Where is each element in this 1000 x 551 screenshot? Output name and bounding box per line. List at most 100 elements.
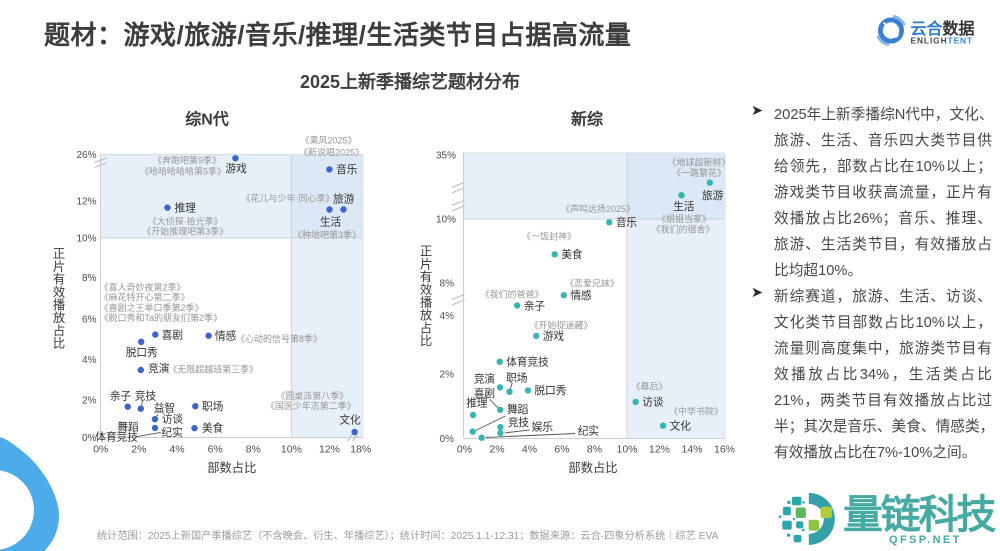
svg-text:职场: 职场 — [506, 371, 528, 385]
svg-text:亲子: 亲子 — [110, 389, 132, 403]
svg-text:访谈: 访谈 — [642, 396, 664, 409]
svg-text:体育竞技: 体育竞技 — [506, 355, 549, 369]
svg-text:2%: 2% — [489, 444, 504, 456]
svg-text:竞演: 竞演 — [474, 371, 496, 385]
svg-text:竞演: 竞演 — [148, 361, 170, 375]
svg-text:《姐姐当家》: 《姐姐当家》 — [657, 213, 711, 224]
svg-text:12%: 12% — [319, 444, 340, 456]
svg-text:18%: 18% — [350, 444, 371, 456]
svg-text:《无限超越班第三季》: 《无限超越班第三季》 — [168, 363, 258, 374]
svg-text:《种地吧第3季》: 《种地吧第3季》 — [293, 229, 361, 240]
svg-text:《声鸣远扬2025》: 《声鸣远扬2025》 — [561, 203, 635, 214]
svg-text:6%: 6% — [208, 444, 223, 456]
svg-text:《奔跑吧第9季》: 《奔跑吧第9季》 — [153, 155, 221, 166]
svg-text:旅游: 旅游 — [702, 188, 724, 202]
svg-text:35%: 35% — [436, 150, 456, 161]
svg-text:亲子: 亲子 — [524, 298, 546, 312]
svg-text:竞技: 竞技 — [135, 389, 157, 403]
svg-text:美食: 美食 — [561, 247, 583, 261]
svg-text:ENLIGHTENT: ENLIGHTENT — [911, 36, 974, 46]
svg-text:游戏: 游戏 — [543, 330, 565, 343]
svg-text:《开始捉迷藏》: 《开始捉迷藏》 — [529, 319, 592, 330]
svg-text:10%: 10% — [281, 444, 302, 456]
svg-text:新综: 新综 — [571, 110, 603, 129]
svg-text:10%: 10% — [616, 444, 637, 456]
svg-text:云合数据: 云合数据 — [911, 19, 975, 38]
svg-text:纪实: 纪实 — [578, 424, 600, 438]
svg-text:音乐: 音乐 — [336, 162, 358, 176]
svg-text:6%: 6% — [82, 315, 97, 326]
svg-text:《心动的信号第8季》: 《心动的信号第8季》 — [236, 333, 322, 344]
svg-text:舞蹈: 舞蹈 — [117, 421, 139, 434]
svg-text:10%: 10% — [76, 234, 96, 245]
svg-text:《乘风2025》: 《乘风2025》 — [300, 135, 356, 146]
svg-text:《中华书院》: 《中华书院》 — [669, 406, 723, 417]
svg-text:访谈: 访谈 — [162, 412, 184, 425]
svg-text:生活: 生活 — [673, 199, 695, 213]
svg-text:喜剧: 喜剧 — [474, 387, 495, 400]
svg-text:《花儿与少年·同心季》: 《花儿与少年·同心季》 — [242, 193, 335, 204]
svg-text:《我们的爸爸》: 《我们的爸爸》 — [480, 288, 543, 299]
svg-text:8%: 8% — [440, 279, 455, 290]
svg-text:正片有效播放占比: 正片有效播放占比 — [420, 245, 432, 349]
svg-text:益智: 益智 — [154, 401, 175, 415]
svg-text:《国医少年志第二季》: 《国医少年志第二季》 — [266, 400, 356, 411]
svg-text:QFSP.NET: QFSP.NET — [889, 534, 962, 546]
svg-text:音乐: 音乐 — [616, 215, 638, 229]
svg-text:《一路繁花》: 《一路繁花》 — [672, 167, 726, 178]
svg-text:脱口秀: 脱口秀 — [126, 345, 158, 359]
svg-text:《哈哈哈哈哈第5季》: 《哈哈哈哈哈第5季》 — [140, 166, 226, 177]
svg-text:4%: 4% — [440, 311, 455, 322]
svg-text:0%: 0% — [457, 444, 472, 456]
svg-text:0%: 0% — [82, 433, 97, 444]
svg-text:正片有效播放占比: 正片有效播放占比 — [53, 247, 65, 351]
svg-text:26%: 26% — [76, 150, 96, 161]
svg-text:竞技: 竞技 — [508, 415, 530, 429]
svg-text:《新说唱2025》: 《新说唱2025》 — [299, 147, 364, 158]
svg-text:《幕后》: 《幕后》 — [631, 381, 667, 392]
svg-text:2%: 2% — [82, 396, 97, 407]
svg-text:部数占比: 部数占比 — [207, 460, 256, 475]
svg-text:《大侦探·拾光季》: 《大侦探·拾光季》 — [148, 216, 223, 227]
svg-text:4%: 4% — [169, 444, 184, 456]
svg-text:喜剧: 喜剧 — [162, 329, 183, 342]
svg-text:《恋爱兄妹》: 《恋爱兄妹》 — [565, 277, 619, 288]
svg-text:游戏: 游戏 — [225, 162, 247, 175]
svg-text:脱口秀: 脱口秀 — [534, 383, 566, 397]
svg-text:旅游: 旅游 — [333, 191, 355, 205]
svg-text:12%: 12% — [649, 444, 670, 456]
svg-text:0%: 0% — [440, 434, 455, 445]
svg-text:情感: 情感 — [215, 329, 237, 343]
svg-text:生活: 生活 — [320, 215, 342, 229]
svg-text:16%: 16% — [714, 444, 735, 456]
svg-text:8%: 8% — [82, 273, 97, 284]
svg-text:10%: 10% — [436, 215, 456, 226]
svg-text:14%: 14% — [681, 444, 702, 456]
svg-text:12%: 12% — [76, 197, 96, 208]
svg-text:综N代: 综N代 — [185, 110, 229, 129]
svg-text:体育竞技: 体育竞技 — [95, 430, 138, 444]
svg-text:《喜人奇妙夜第2季》: 《喜人奇妙夜第2季》 — [100, 281, 186, 292]
svg-text:6%: 6% — [554, 444, 569, 456]
svg-text:推理: 推理 — [175, 200, 197, 214]
svg-text:4%: 4% — [82, 355, 97, 366]
svg-text:《脱口秀和Ta的朋友们第2季》: 《脱口秀和Ta的朋友们第2季》 — [100, 312, 223, 323]
svg-text:《地球超新鲜》: 《地球超新鲜》 — [667, 157, 730, 168]
svg-text:《麻花特开心第二季》: 《麻花特开心第二季》 — [100, 292, 190, 303]
svg-text:量链科技: 量链科技 — [843, 493, 996, 537]
svg-text:文化: 文化 — [339, 413, 361, 427]
svg-text:《喜剧之王单口季第2季》: 《喜剧之王单口季第2季》 — [100, 302, 204, 313]
svg-text:推理: 推理 — [466, 396, 488, 410]
svg-text:2%: 2% — [131, 444, 146, 456]
svg-text:4%: 4% — [522, 444, 537, 456]
svg-text:情感: 情感 — [570, 288, 592, 302]
svg-text:2%: 2% — [440, 369, 455, 380]
svg-text:美食: 美食 — [202, 420, 224, 434]
svg-text:职场: 职场 — [202, 399, 224, 413]
svg-text:《开始推理吧第3季》: 《开始推理吧第3季》 — [142, 226, 228, 237]
svg-text:舞蹈: 舞蹈 — [507, 403, 529, 416]
svg-text:部数占比: 部数占比 — [568, 460, 617, 475]
svg-text:纪实: 纪实 — [161, 425, 183, 439]
svg-text:娱乐: 娱乐 — [532, 419, 554, 433]
svg-text:《圆桌派第八季》: 《圆桌派第八季》 — [276, 390, 348, 401]
